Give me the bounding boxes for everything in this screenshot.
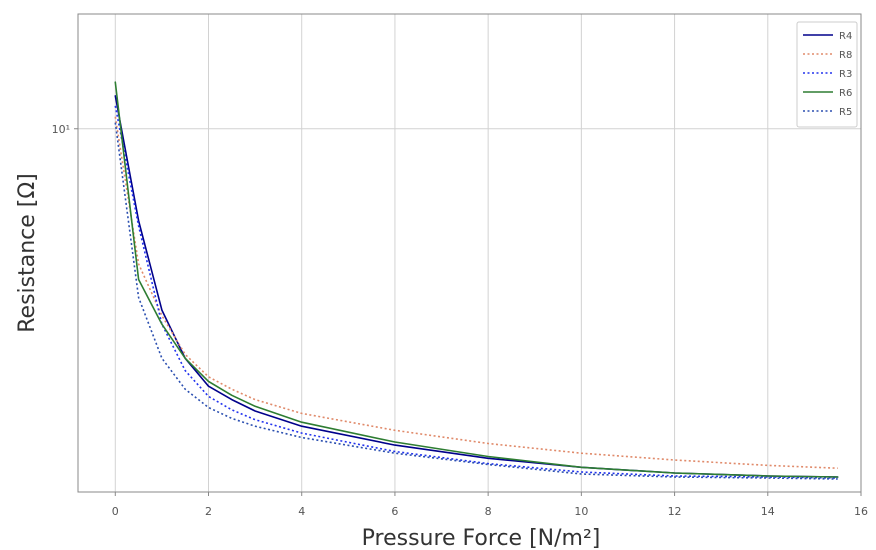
y-axis-title: Resistance [Ω] bbox=[15, 173, 40, 333]
legend: R4 R8 R3 R6 R5 bbox=[796, 21, 858, 128]
plot-frame bbox=[77, 13, 862, 493]
legend-label-r6: R6 bbox=[839, 88, 852, 99]
legend-label-r8: R8 bbox=[839, 50, 852, 61]
legend-label-r5: R5 bbox=[839, 107, 852, 118]
legend-label-r3: R3 bbox=[839, 69, 852, 80]
x-tick-label: 14 bbox=[761, 505, 775, 518]
x-tick-label: 4 bbox=[298, 505, 305, 518]
x-tick-label: 10 bbox=[574, 505, 588, 518]
y-tick-labels: 10¹10² bbox=[52, 123, 78, 136]
x-tick-label: 8 bbox=[485, 505, 492, 518]
legend-box bbox=[796, 21, 858, 128]
x-tick-labels: 0 2 4 6 8 10 12 14 16 bbox=[112, 492, 868, 518]
x-axis-title: Pressure Force [N/m²] bbox=[362, 526, 601, 550]
legend-label-r4: R4 bbox=[839, 31, 852, 42]
y-tick-label: 10¹ bbox=[52, 123, 70, 136]
x-tick-label: 12 bbox=[668, 505, 682, 518]
series-line-r5 bbox=[114, 122, 838, 480]
x-tick-label: 2 bbox=[205, 505, 212, 518]
x-tick-label: 16 bbox=[854, 505, 868, 518]
series-layer bbox=[114, 81, 839, 480]
series-line-r3 bbox=[114, 105, 838, 479]
x-tick-label: 0 bbox=[112, 505, 119, 518]
x-tick-label: 6 bbox=[391, 505, 398, 518]
series-line-r8 bbox=[114, 116, 838, 469]
series-line-r6 bbox=[114, 81, 839, 478]
